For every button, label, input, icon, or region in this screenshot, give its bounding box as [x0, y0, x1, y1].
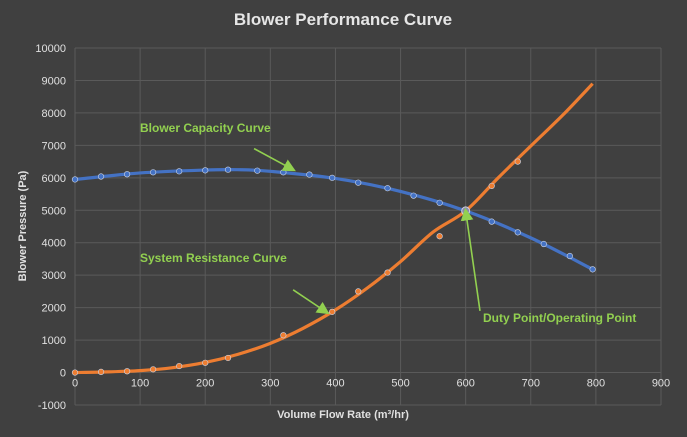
system-resistance-annotation-label: System Resistance Curve: [140, 251, 287, 265]
x-tick-label: 400: [326, 378, 344, 390]
chart-title: Blower Performance Curve: [234, 10, 452, 29]
x-tick-label: 900: [652, 378, 670, 390]
blower-capacity-data-point: [566, 252, 573, 260]
system-resistance-data-point: [123, 368, 131, 375]
x-tick-label: 500: [391, 378, 409, 390]
system-resistance-data-point: [384, 269, 391, 276]
system-resistance-data-point: [280, 332, 287, 339]
y-tick-label: 7000: [42, 140, 66, 152]
blower-capacity-data-point: [280, 169, 287, 176]
y-tick-label: 3000: [42, 270, 66, 282]
blower-capacity-data-point: [329, 174, 336, 181]
y-tick-label: 0: [60, 368, 66, 380]
system-resistance-data-point: [224, 354, 232, 362]
blower-capacity-data-point: [306, 171, 313, 178]
blower-capacity-data-point: [97, 173, 105, 180]
y-tick-label: 2000: [42, 303, 66, 315]
system-resistance-annotation-arrow: [292, 289, 330, 315]
system-resistance-data-point: [436, 233, 443, 240]
blower-capacity-data-point: [202, 167, 209, 174]
grid-layer: [74, 47, 662, 406]
blower-capacity-data-point: [410, 192, 417, 199]
x-tick-label: 100: [131, 378, 149, 390]
x-tick-label: 800: [587, 378, 605, 390]
system-resistance-data-point: [71, 369, 79, 376]
x-tick-label: 700: [522, 378, 540, 390]
blower-capacity-data-point: [224, 166, 232, 173]
blower-capacity-data-point: [123, 171, 131, 178]
y-tick-label: 1000: [42, 335, 66, 347]
system-resistance-data-point: [97, 368, 105, 375]
annotation-layer: Blower Capacity Curve System Resistance C…: [140, 121, 636, 325]
system-resistance-curve-line: [74, 82, 594, 375]
x-tick-label: 600: [456, 378, 474, 390]
y-tick-label: 5000: [42, 205, 66, 217]
duty-point-annotation-label: Duty Point/Operating Point: [483, 311, 636, 325]
system-resistance-data-point: [150, 366, 157, 373]
x-tick-label: 0: [72, 378, 78, 390]
blower-capacity-data-point: [71, 176, 79, 183]
blower-capacity-data-point: [384, 185, 391, 192]
blower-capacity-data-point: [254, 167, 261, 174]
tick-layer: -100001000200030004000500060007000800090…: [35, 43, 670, 412]
system-resistance-data-point: [329, 308, 336, 315]
duty-point-annotation-arrow: [460, 207, 481, 311]
blower-capacity-annotation-label: Blower Capacity Curve: [140, 121, 271, 135]
y-tick-label: -1000: [38, 400, 66, 412]
x-tick-label: 300: [261, 378, 279, 390]
y-tick-label: 6000: [42, 173, 66, 185]
blower-capacity-data-point: [150, 169, 157, 176]
y-tick-label: 9000: [42, 75, 66, 87]
system-resistance-data-point: [176, 362, 183, 370]
x-tick-label: 200: [196, 378, 214, 390]
blower-capacity-data-point: [488, 218, 495, 225]
y-tick-label: 8000: [42, 108, 66, 120]
system-resistance-data-point: [202, 359, 209, 366]
blower-capacity-data-point: [589, 266, 596, 273]
system-resistance-data-point: [355, 288, 362, 295]
blower-capacity-data-point: [176, 168, 183, 175]
x-axis-title: Volume Flow Rate (m³/hr): [277, 409, 409, 421]
system-resistance-data-point: [514, 158, 521, 165]
blower-capacity-data-point: [355, 179, 362, 186]
y-tick-label: 10000: [35, 43, 66, 55]
y-tick-label: 4000: [42, 238, 66, 250]
blower-capacity-data-point: [436, 199, 443, 206]
system-resistance-data-point: [488, 182, 495, 190]
blower-capacity-data-point: [540, 240, 547, 248]
blower-capacity-data-point: [514, 229, 521, 236]
blower-capacity-annotation-arrow: [253, 147, 296, 172]
y-axis-title: Blower Pressure (Pa): [17, 170, 29, 281]
